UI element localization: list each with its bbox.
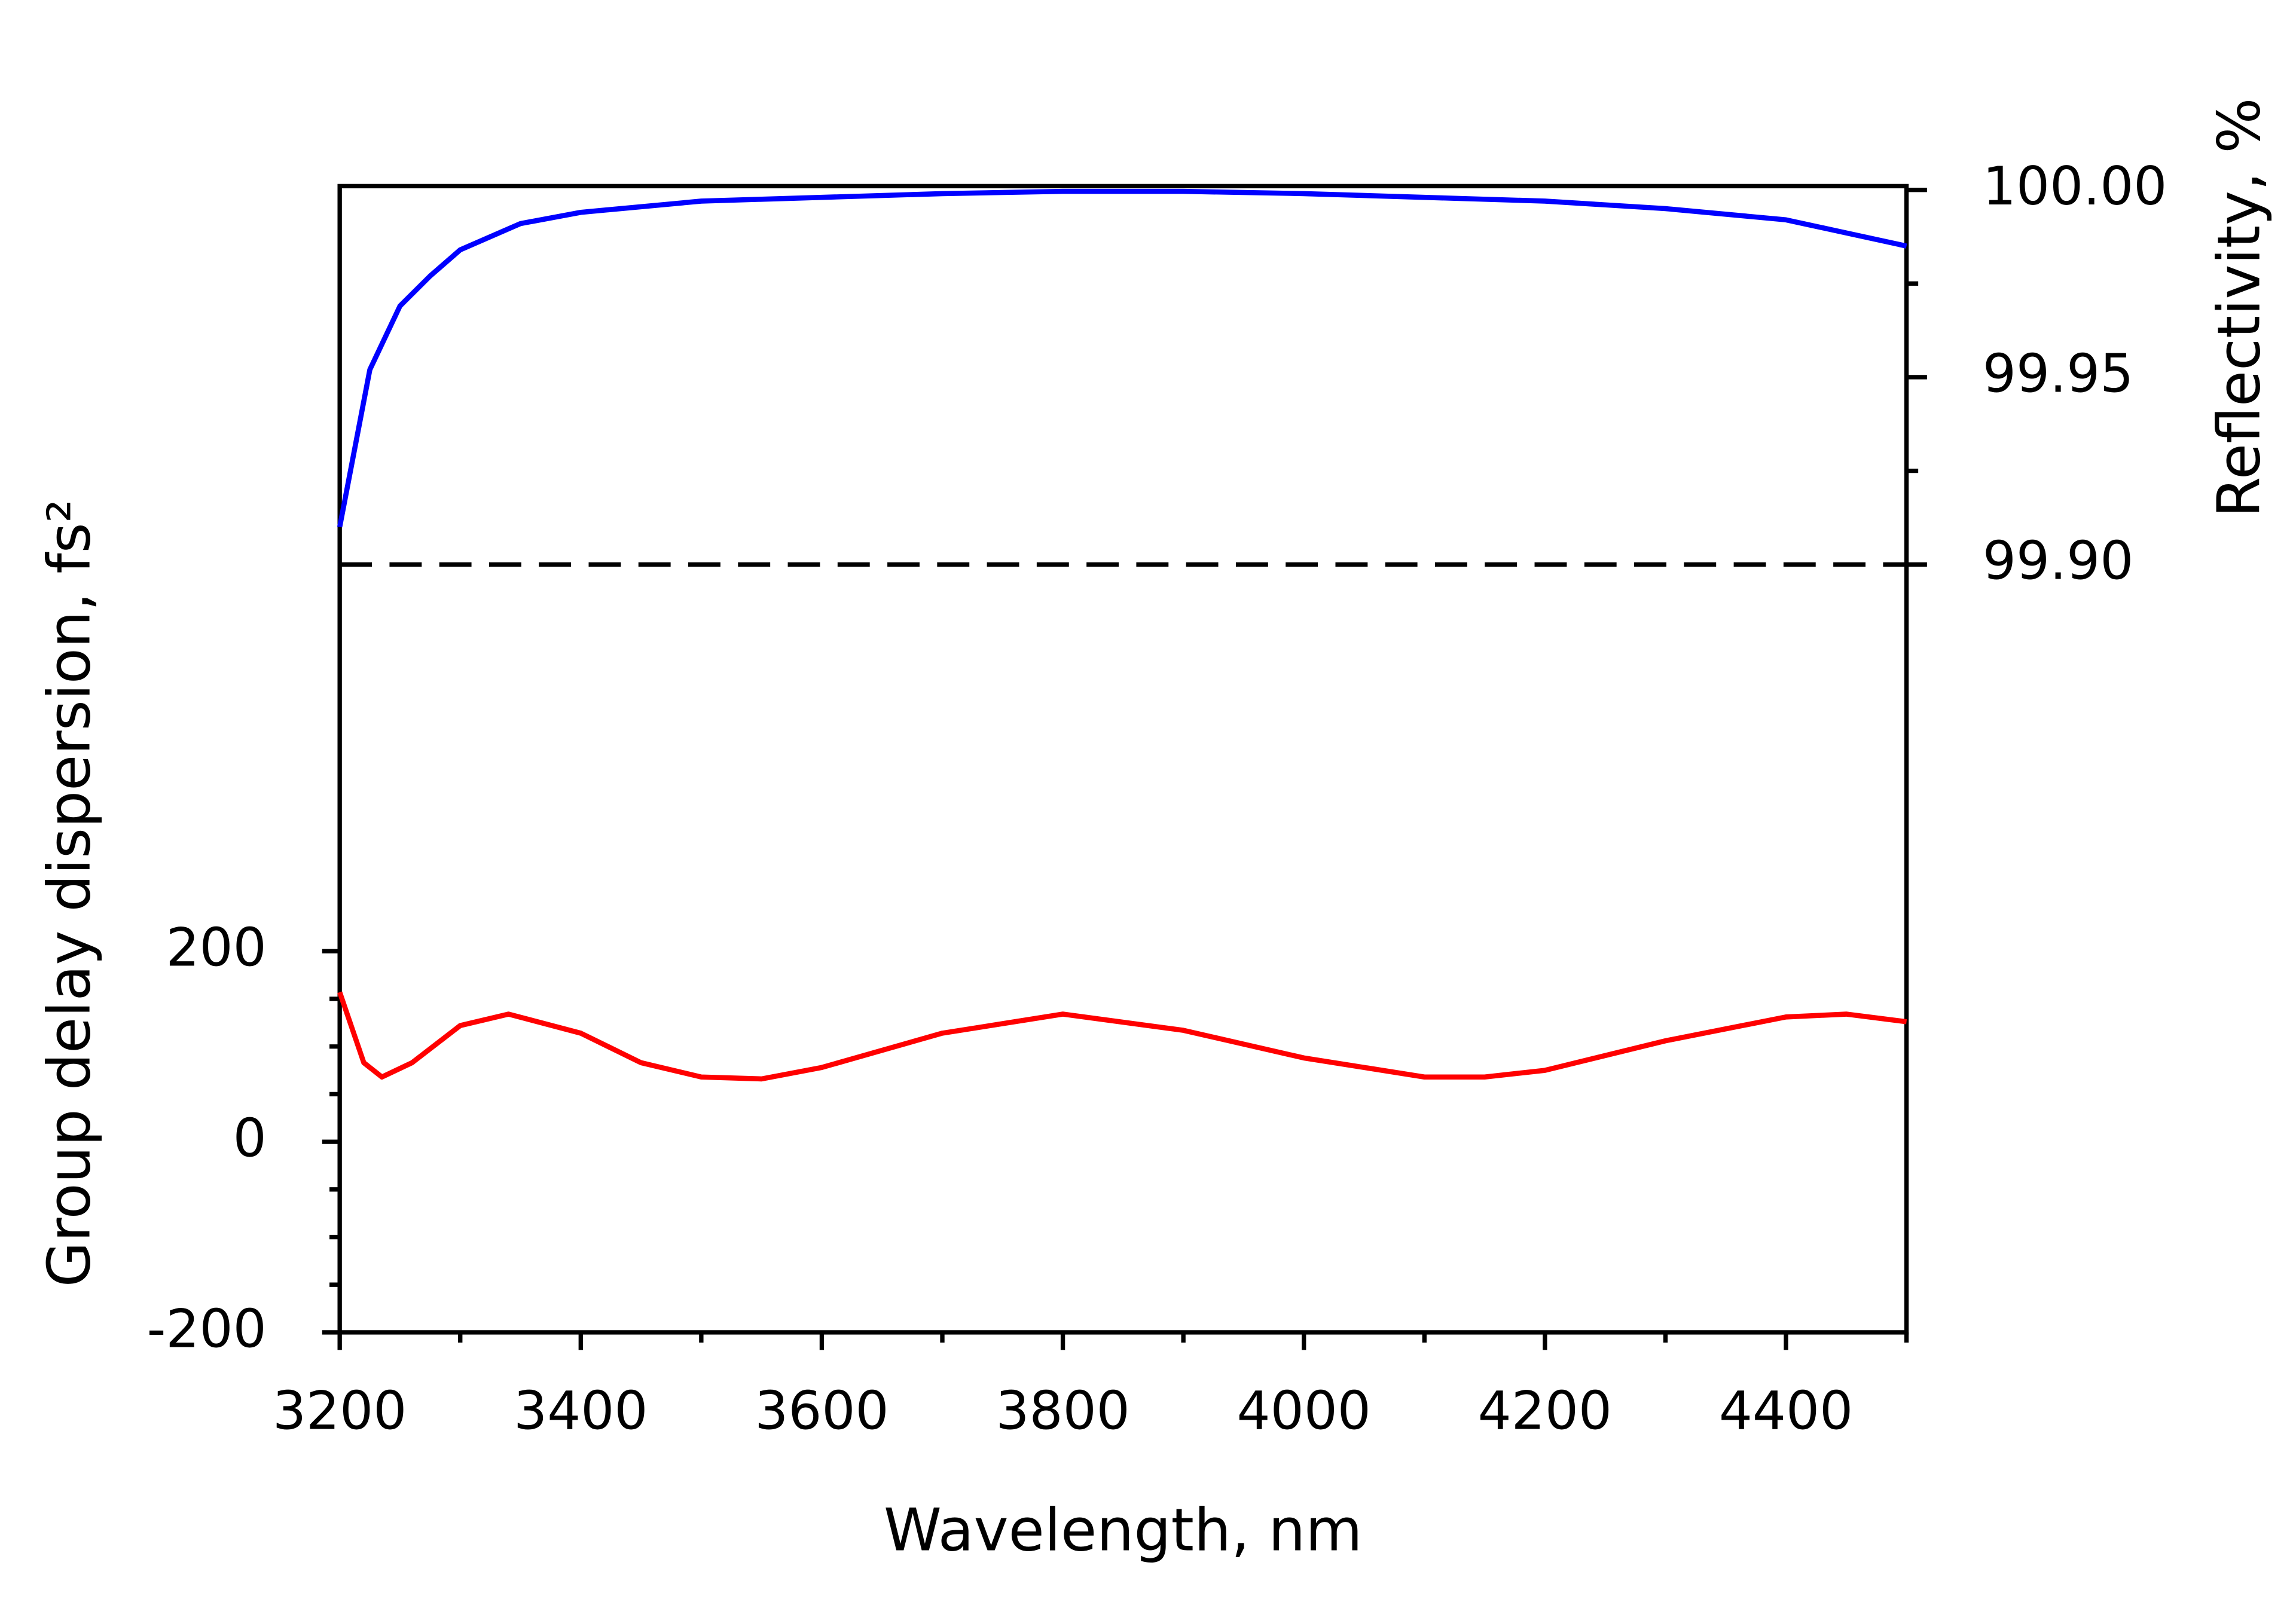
x-tick-label: 4200 xyxy=(1478,1380,1612,1441)
y-axis-label: Group delay dispersion, fs² xyxy=(35,499,103,1287)
x-axis-label: Wavelength, nm xyxy=(884,1497,1363,1565)
x-tick-label: 3200 xyxy=(273,1380,407,1441)
y-tick-label: -200 xyxy=(147,1298,267,1359)
y-tick-label: 0 xyxy=(233,1108,267,1169)
x-tick-label: 3400 xyxy=(514,1380,648,1441)
plot-frame xyxy=(337,184,1909,1335)
x-tick-label: 4400 xyxy=(1719,1380,1853,1441)
y2-tick-label: 99.90 xyxy=(1983,530,2133,592)
x-tick-label: 3800 xyxy=(996,1380,1129,1441)
y2-axis-label: Reflectivity, % xyxy=(2206,98,2274,518)
y2-tick-label: 100.00 xyxy=(1983,155,2167,217)
x-tick-label: 4000 xyxy=(1237,1380,1371,1441)
y-tick-label: 200 xyxy=(166,917,266,979)
y2-tick-label: 99.95 xyxy=(1983,343,2133,404)
data-line xyxy=(337,991,1907,1082)
x-tick-label: 3600 xyxy=(755,1380,889,1441)
data-line xyxy=(337,188,1907,528)
